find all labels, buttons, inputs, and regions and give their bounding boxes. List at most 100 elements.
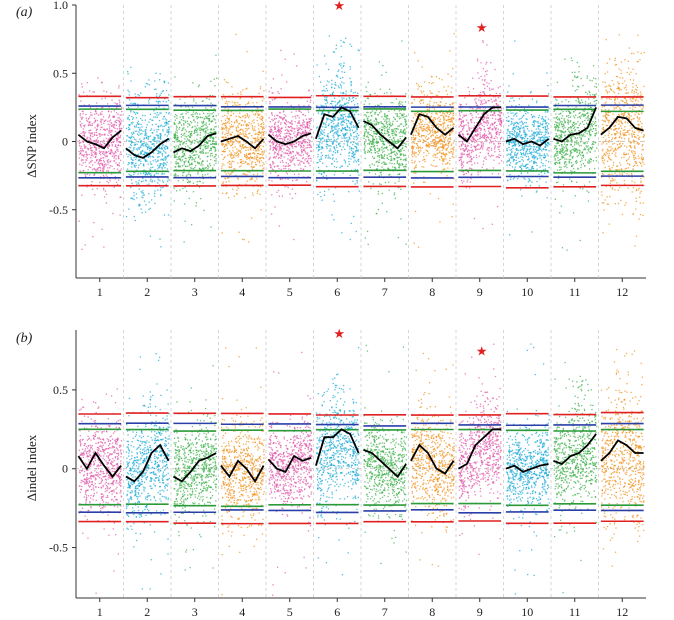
- data-point: [369, 140, 372, 143]
- data-point: [236, 137, 239, 140]
- data-point: [83, 144, 85, 146]
- data-point: [405, 115, 408, 117]
- data-point: [157, 126, 160, 128]
- data-point: [215, 143, 218, 145]
- data-point: [273, 156, 275, 158]
- data-point: [107, 134, 109, 136]
- data-point: [276, 126, 279, 128]
- data-point: [332, 93, 334, 95]
- data-point: [160, 159, 162, 161]
- data-point: [393, 128, 395, 130]
- data-point: [90, 135, 92, 137]
- data-point: [215, 158, 217, 160]
- data-point: [277, 128, 279, 130]
- data-point: [177, 140, 180, 142]
- data-point: [397, 186, 400, 189]
- data-point: [107, 167, 109, 169]
- data-point: [98, 152, 101, 155]
- data-point: [175, 156, 177, 158]
- data-point: [182, 129, 184, 131]
- data-point: [81, 110, 84, 113]
- data-point: [154, 140, 156, 142]
- data-point: [142, 192, 144, 194]
- data-point: [381, 146, 383, 148]
- data-point: [128, 208, 130, 210]
- data-point: [224, 156, 226, 158]
- data-point: [133, 215, 135, 218]
- data-point: [442, 152, 445, 154]
- data-point: [401, 101, 403, 103]
- data-point: [328, 188, 330, 191]
- data-point: [400, 130, 402, 132]
- data-point: [357, 123, 359, 125]
- data-point: [205, 127, 208, 129]
- data-point: [296, 151, 298, 153]
- data-point: [299, 154, 301, 156]
- data-point: [118, 85, 120, 87]
- data-point: [435, 144, 437, 146]
- data-point: [89, 121, 91, 123]
- data-point: [82, 141, 85, 144]
- data-point: [193, 129, 196, 132]
- data-point: [214, 159, 216, 162]
- data-point: [274, 146, 277, 148]
- data-point: [157, 150, 159, 152]
- data-point: [272, 149, 274, 152]
- data-point: [381, 74, 383, 76]
- data-point: [115, 154, 117, 157]
- data-point: [363, 125, 366, 127]
- data-point: [166, 135, 168, 137]
- data-point: [101, 126, 103, 129]
- data-point: [380, 103, 382, 105]
- data-point: [222, 182, 224, 185]
- data-point: [240, 133, 243, 135]
- data-point: [213, 164, 215, 166]
- data-point: [228, 153, 231, 156]
- data-point: [227, 81, 229, 84]
- data-point: [182, 115, 184, 118]
- data-point: [380, 154, 382, 156]
- data-point: [328, 156, 330, 158]
- data-point: [348, 155, 350, 157]
- data-point: [112, 141, 115, 143]
- data-point: [391, 147, 394, 149]
- data-point: [144, 144, 146, 147]
- data-point: [148, 193, 150, 195]
- data-point: [85, 117, 88, 119]
- data-point: [202, 167, 204, 169]
- data-point: [343, 119, 345, 121]
- data-point: [303, 144, 305, 146]
- data-point: [221, 126, 223, 129]
- data-point: [131, 115, 133, 118]
- data-point: [192, 151, 194, 153]
- data-point: [143, 169, 145, 171]
- data-point: [117, 179, 120, 181]
- data-point: [352, 152, 355, 154]
- data-point: [184, 135, 186, 137]
- data-point: [320, 129, 322, 131]
- data-point: [404, 132, 406, 134]
- data-point: [147, 137, 149, 139]
- data-point: [402, 116, 404, 119]
- data-point: [307, 160, 309, 162]
- data-point: [443, 148, 445, 150]
- data-point: [353, 156, 355, 159]
- data-point: [154, 138, 156, 140]
- data-point: [137, 141, 140, 143]
- data-point: [395, 128, 398, 130]
- data-point: [340, 39, 342, 42]
- data-point: [135, 117, 138, 119]
- data-point: [233, 156, 235, 159]
- data-point: [368, 115, 370, 118]
- data-point: [349, 128, 351, 130]
- data-point: [323, 129, 326, 131]
- data-point: [299, 127, 302, 129]
- data-point: [128, 118, 131, 121]
- data-point: [183, 168, 185, 170]
- data-point: [327, 154, 329, 156]
- data-point: [256, 137, 259, 140]
- data-point: [398, 104, 401, 107]
- data-point: [132, 103, 134, 105]
- data-point: [112, 115, 114, 118]
- data-point: [445, 149, 447, 151]
